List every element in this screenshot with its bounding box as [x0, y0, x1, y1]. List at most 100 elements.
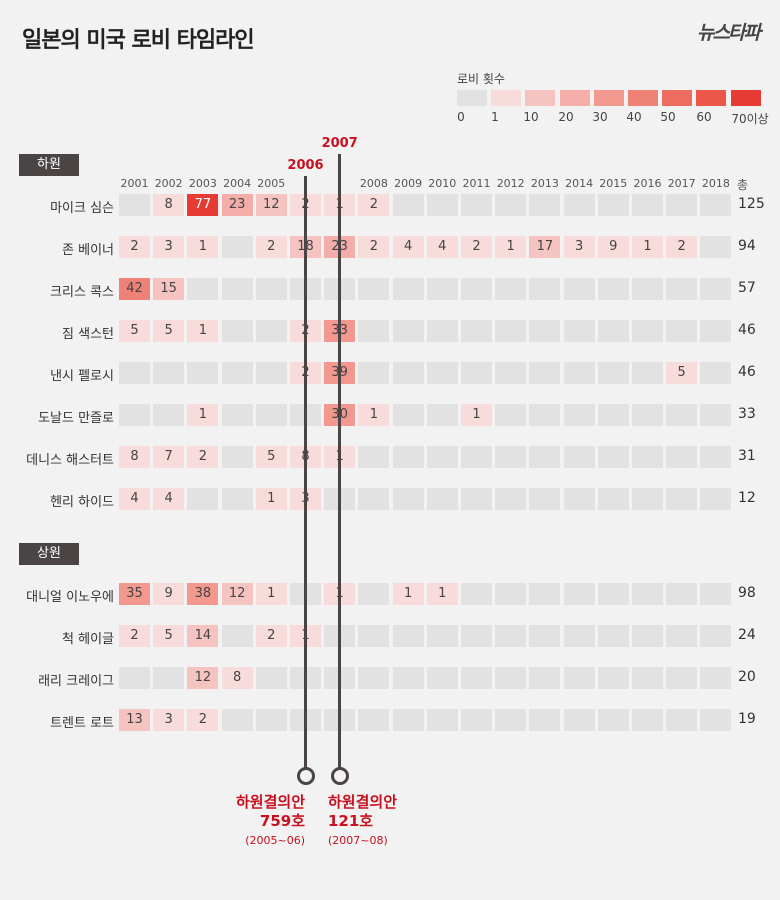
row-label: 존 베이너 [62, 243, 114, 258]
row-total: 57 [738, 280, 756, 296]
heatmap-cell: 7 [153, 446, 185, 468]
year-label: 2010 [428, 177, 457, 190]
heatmap-cell [221, 278, 253, 300]
heatmap-cell [392, 320, 424, 342]
heatmap-cell [563, 404, 595, 426]
heatmap-cell [529, 709, 561, 731]
heatmap-cell: 1 [358, 404, 390, 426]
heatmap-cell [461, 320, 492, 342]
row-label: 대니얼 이노우에 [26, 590, 114, 605]
heatmap-cell [700, 404, 732, 426]
heatmap-cell: 2 [187, 446, 219, 468]
legend-label: 20 [558, 110, 574, 124]
heatmap-cell [700, 667, 732, 689]
heatmap-cell [187, 362, 219, 384]
heatmap-cell [666, 194, 698, 216]
heatmap-cell: 1 [495, 236, 527, 258]
row-label: 낸시 펠로시 [50, 369, 114, 384]
heatmap-cell [597, 320, 629, 342]
legend-label: 1 [491, 110, 499, 124]
heatmap-cell [563, 488, 595, 510]
legend-swatch [491, 90, 522, 106]
heatmap-cell: 13 [119, 709, 150, 731]
row-total: 31 [738, 448, 756, 464]
heatmap-cell [529, 446, 561, 468]
heatmap-cell: 2 [461, 236, 492, 258]
row-total: 125 [738, 196, 765, 212]
heatmap-cell [529, 362, 561, 384]
heatmap-cell [529, 320, 561, 342]
heatmap-cell: 5 [255, 446, 287, 468]
heatmap-cell [563, 446, 595, 468]
heatmap-cell [153, 362, 185, 384]
heatmap-cell [700, 446, 732, 468]
heatmap-cell: 2 [666, 236, 698, 258]
heatmap-cell [700, 709, 732, 731]
heatmap-cell [495, 709, 527, 731]
heatmap-cell [119, 362, 150, 384]
row-label: 헨리 하이드 [50, 495, 114, 510]
heatmap-cell: 4 [426, 236, 458, 258]
resolution-label: 하원결의안 759호 (2005~06) [236, 793, 305, 847]
legend-label: 30 [592, 110, 608, 124]
legend-label: 50 [660, 110, 676, 124]
year-label: 2012 [496, 177, 525, 190]
heatmap-cell: 35 [119, 583, 150, 605]
resolution-name: 하원결의안 [236, 793, 306, 811]
legend-swatch [525, 90, 556, 106]
heatmap-cell [358, 625, 390, 647]
row-label: 데니스 해스터트 [26, 453, 114, 468]
heatmap-cell [153, 404, 185, 426]
heatmap-cell [255, 404, 287, 426]
row-label: 도날드 만즐로 [38, 411, 114, 426]
heatmap-cell: 9 [597, 236, 629, 258]
row-label: 마이크 심슨 [50, 201, 114, 216]
resolution-years: (2005~06) [245, 834, 306, 847]
year-label: 2003 [188, 177, 217, 190]
year-label: 2009 [394, 177, 423, 190]
heatmap-cell [461, 625, 492, 647]
row-total: 46 [738, 364, 756, 380]
heatmap-cell [221, 320, 253, 342]
heatmap-cell [632, 667, 663, 689]
heatmap-cell [221, 488, 253, 510]
row-total: 46 [738, 322, 756, 338]
heatmap-cell [495, 362, 527, 384]
heatmap-cell [461, 446, 492, 468]
heatmap-cell [597, 278, 629, 300]
heatmap-cell [700, 362, 732, 384]
resolution-number: 759호 [259, 812, 306, 830]
heatmap-cell [221, 236, 253, 258]
heatmap-cell: 1 [632, 236, 663, 258]
year-label: 2018 [701, 177, 730, 190]
heatmap-cell [495, 320, 527, 342]
heatmap-cell: 1 [255, 583, 287, 605]
heatmap-cell: 1 [187, 404, 219, 426]
heatmap-cell [392, 194, 424, 216]
heatmap-cell [358, 583, 390, 605]
heatmap-cell: 14 [187, 625, 219, 647]
heatmap-cell [221, 446, 253, 468]
heatmap-cell: 5 [153, 625, 185, 647]
heatmap-cell [119, 667, 150, 689]
heatmap-cell [461, 278, 492, 300]
heatmap-cell [632, 404, 663, 426]
heatmap-cell: 1 [392, 583, 424, 605]
heatmap-cell [255, 709, 287, 731]
legend-title: 로비 횟수 [457, 72, 505, 86]
heatmap-cell [495, 404, 527, 426]
heatmap-cell [495, 278, 527, 300]
heatmap-cell [495, 488, 527, 510]
legend-label: 40 [626, 110, 642, 124]
heatmap-cell [392, 362, 424, 384]
heatmap-cell [700, 625, 732, 647]
heatmap-cell: 2 [119, 236, 150, 258]
legend-swatch [730, 90, 761, 106]
heatmap-cell [426, 446, 458, 468]
heatmap-cell [563, 667, 595, 689]
year-label: 2014 [565, 177, 594, 190]
heatmap-cell: 42 [119, 278, 150, 300]
highlight-year-label: 2006 [287, 158, 324, 173]
heatmap-cell [597, 194, 629, 216]
heatmap-cell [597, 625, 629, 647]
